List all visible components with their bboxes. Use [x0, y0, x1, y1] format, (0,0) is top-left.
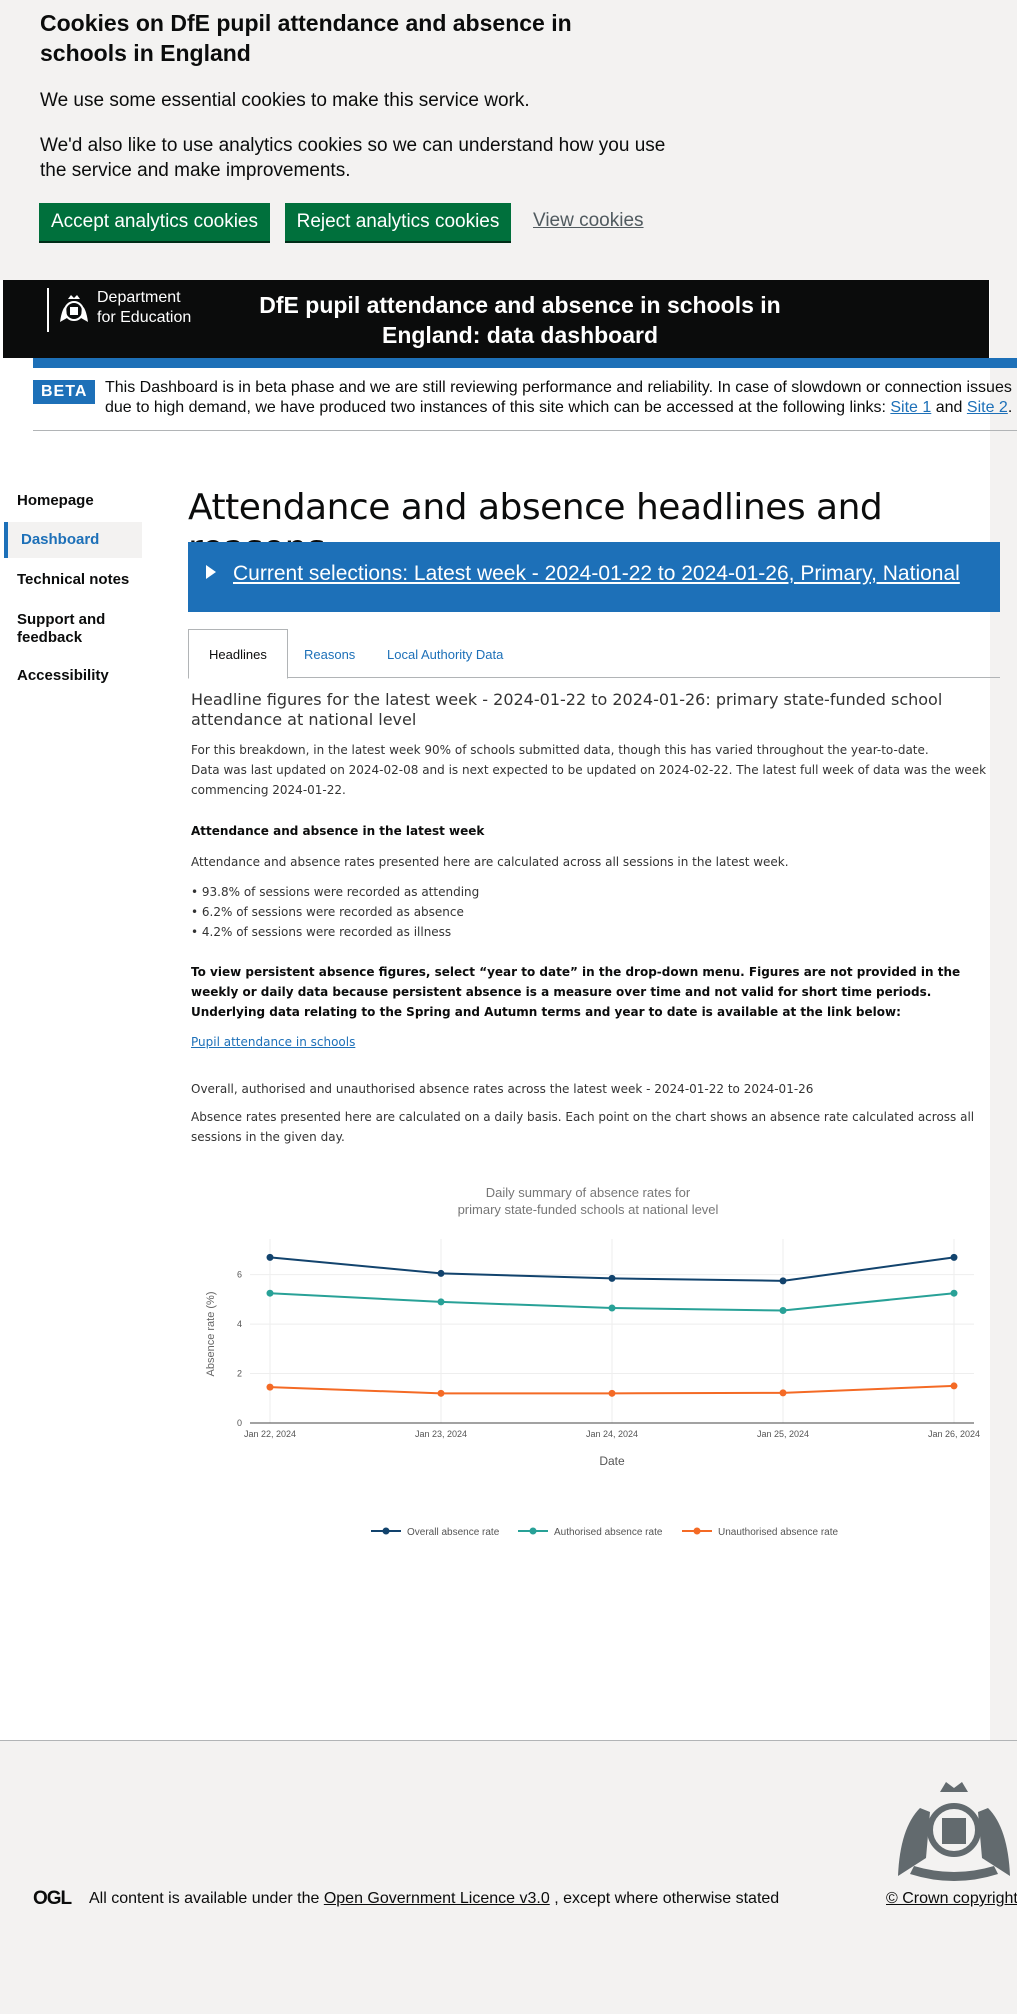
header-blue-bar [33, 358, 1017, 368]
cookie-text-analytics: We'd also like to use analytics cookies … [40, 135, 666, 181]
x-tick-label: Jan 24, 2024 [586, 1429, 638, 1439]
cookie-banner: Cookies on DfE pupil attendance and abse… [0, 0, 990, 280]
intro-coverage: For this breakdown, in the latest week 9… [191, 743, 929, 757]
cookie-text-essential: We use some essential cookies to make th… [40, 90, 530, 111]
licence-text: All content is available under the Open … [89, 1890, 779, 1908]
headline-title: Headline figures for the latest week - 2… [191, 690, 943, 729]
data-point [266, 1253, 274, 1261]
bullet-attending: • 93.8% of sessions were recorded as att… [191, 885, 480, 899]
legend-label: Authorised absence rate [554, 1527, 663, 1538]
nav-item-dashboard[interactable]: Dashboard [4, 522, 142, 558]
x-tick-label: Jan 23, 2024 [415, 1429, 467, 1439]
legend-label: Overall absence rate [407, 1527, 500, 1538]
beta-message: This Dashboard is in beta phase and we a… [105, 379, 1012, 416]
dfe-logo[interactable]: Department for Education [47, 288, 209, 332]
data-point [437, 1298, 445, 1306]
legend-marker [529, 1527, 537, 1535]
y-tick-label: 0 [237, 1418, 242, 1428]
chart-heading: Overall, authorised and unauthorised abs… [191, 1082, 814, 1096]
licence-post: , except where otherwise stated [554, 1890, 780, 1907]
legend-label: Unauthorised absence rate [718, 1527, 839, 1538]
data-point [608, 1304, 616, 1312]
beta-tag: BETA [33, 380, 96, 404]
pupil-attendance-link[interactable]: Pupil attendance in schools [191, 1035, 356, 1049]
data-point [950, 1253, 958, 1261]
beta-and: and [935, 399, 963, 416]
current-selections-panel[interactable]: Current selections: Latest week - 2024-0… [188, 542, 1000, 612]
persistent-absence-note: To view persistent absence figures, sele… [191, 965, 961, 1019]
data-point [950, 1289, 958, 1297]
data-point [437, 1269, 445, 1277]
chart-title-line-1: Daily summary of absence rates for [486, 1185, 691, 1200]
accept-cookies-button[interactable]: Accept analytics cookies [39, 203, 270, 241]
tab-reasons[interactable]: Reasons [304, 647, 356, 662]
data-point [266, 1289, 274, 1297]
data-point [779, 1307, 787, 1315]
beta-text: This Dashboard is in beta phase and we a… [105, 378, 1017, 418]
logo-line-2: for Education [97, 309, 192, 326]
cookie-heading: Cookies on DfE pupil attendance and abse… [40, 10, 572, 66]
x-axis-label: Date [599, 1454, 625, 1468]
tab-list: Headlines Reasons Local Authority Data [188, 629, 1000, 679]
tab-local-authority-data[interactable]: Local Authority Data [387, 647, 504, 662]
nav-item-homepage[interactable]: Homepage [17, 492, 94, 509]
legend-marker [693, 1527, 701, 1535]
site-1-link[interactable]: Site 1 [890, 399, 932, 416]
data-point [608, 1274, 616, 1282]
y-axis-label: Absence rate (%) [205, 1292, 217, 1377]
section-heading: Attendance and absence in the latest wee… [191, 824, 485, 838]
beta-end: . [1007, 399, 1013, 416]
nav-item-technical-notes[interactable]: Technical notes [17, 571, 130, 588]
service-title[interactable]: DfE pupil attendance and absence in scho… [259, 292, 781, 348]
y-tick-label: 2 [237, 1369, 242, 1379]
legend-marker [382, 1527, 390, 1535]
crown-copyright-link[interactable]: © Crown copyright [886, 1890, 1017, 1907]
x-tick-label: Jan 26, 2024 [928, 1429, 980, 1439]
x-tick-label: Jan 25, 2024 [757, 1429, 809, 1439]
data-point [779, 1389, 787, 1397]
logo-line-1: Department [97, 289, 181, 306]
tab-headlines[interactable]: Headlines [188, 629, 288, 679]
nav-item-support-feedback[interactable]: Support and feedback [17, 611, 106, 646]
licence-pre: All content is available under the [89, 1890, 320, 1907]
crown-copyright[interactable]: © Crown copyright [886, 1890, 1017, 1908]
view-cookies-link[interactable]: View cookies [533, 210, 644, 231]
bullet-absence: • 6.2% of sessions were recorded as abse… [191, 905, 464, 919]
y-tick-label: 6 [237, 1270, 242, 1280]
data-point [437, 1389, 445, 1397]
royal-crest-icon [60, 295, 88, 322]
site-header [3, 280, 989, 358]
reject-cookies-button[interactable]: Reject analytics cookies [285, 203, 511, 241]
y-tick-label: 4 [237, 1319, 242, 1329]
data-point [950, 1382, 958, 1390]
chart-description: Absence rates presented here are calcula… [191, 1110, 975, 1144]
data-point [779, 1277, 787, 1285]
bullet-illness: • 4.2% of sessions were recorded as illn… [191, 925, 452, 939]
expand-triangle-icon [206, 565, 216, 579]
ogl-logo: OGL [33, 1888, 72, 1909]
data-point [266, 1383, 274, 1391]
beta-banner: BETA This Dashboard is in beta phase and… [33, 378, 1017, 431]
x-tick-label: Jan 22, 2024 [244, 1429, 296, 1439]
footer-divider [3, 1740, 989, 1741]
site-footer [0, 1740, 1017, 1966]
royal-coat-of-arms-icon [898, 1782, 1010, 1881]
chart-title-line-2: primary state-funded schools at national… [458, 1202, 719, 1217]
section-text: Attendance and absence rates presented h… [191, 855, 789, 869]
tab-headlines-label: Headlines [209, 647, 267, 662]
site-2-link[interactable]: Site 2 [966, 399, 1008, 416]
open-government-licence-link[interactable]: Open Government Licence v3.0 [323, 1890, 550, 1907]
absence-rate-chart[interactable]: Daily summary of absence rates for primar… [188, 1173, 1000, 1551]
nav-item-accessibility[interactable]: Accessibility [17, 667, 109, 684]
data-point [608, 1389, 616, 1397]
current-selections-summary[interactable]: Current selections: Latest week - 2024-0… [233, 562, 960, 585]
intro-update: Data was last updated on 2024-02-08 and … [191, 763, 987, 797]
